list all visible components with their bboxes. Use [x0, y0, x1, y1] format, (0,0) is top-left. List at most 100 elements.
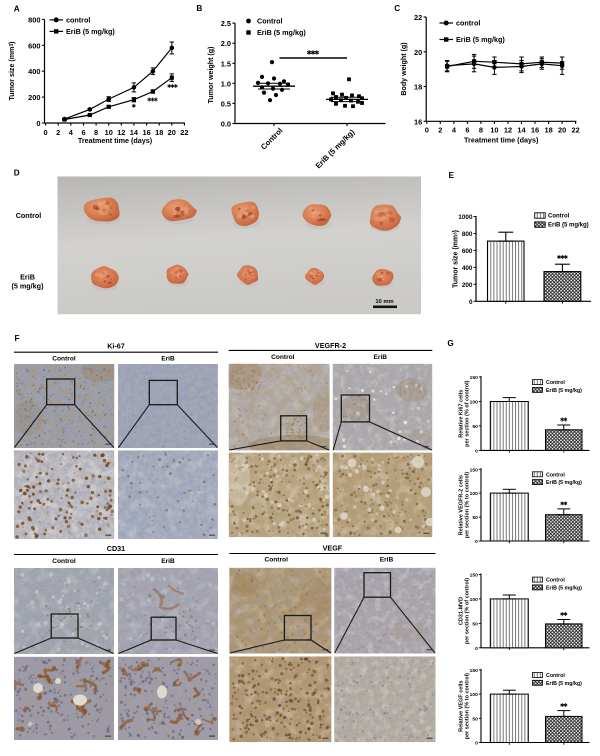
- svg-text:12: 12: [504, 126, 512, 135]
- svg-text:50: 50: [472, 424, 478, 430]
- svg-text:Treatment time (days): Treatment time (days): [78, 136, 153, 145]
- svg-text:Control: Control: [546, 673, 565, 679]
- svg-text:600: 600: [462, 248, 473, 255]
- svg-text:CD31: CD31: [107, 544, 125, 553]
- svg-text:4: 4: [69, 128, 74, 137]
- svg-text:2.5: 2.5: [221, 19, 231, 28]
- svg-text:G: G: [447, 339, 453, 348]
- svg-text:EriB (5 mg/kg): EriB (5 mg/kg): [546, 480, 582, 486]
- svg-text:150: 150: [470, 375, 478, 381]
- svg-text:14: 14: [517, 126, 526, 135]
- svg-text:100: 100: [470, 597, 478, 603]
- svg-text:Relative Ki67 cells: Relative Ki67 cells: [459, 390, 465, 438]
- svg-text:EriB (5 mg/kg): EriB (5 mg/kg): [456, 35, 505, 44]
- svg-text:400: 400: [462, 265, 473, 272]
- svg-text:1000: 1000: [458, 214, 473, 221]
- svg-text:EriB: EriB: [161, 356, 175, 363]
- svg-text:800: 800: [28, 15, 40, 24]
- svg-text:per section (% of control): per section (% of control): [465, 578, 471, 644]
- svg-text:Ki-67: Ki-67: [107, 342, 125, 351]
- svg-text:EriB (5 mg/kg): EriB (5 mg/kg): [548, 223, 589, 229]
- svg-text:EriB (5 mg/kg): EriB (5 mg/kg): [546, 585, 582, 591]
- svg-text:150: 150: [470, 668, 478, 674]
- svg-text:10 mm: 10 mm: [375, 299, 393, 305]
- svg-text:VEGFR-2: VEGFR-2: [315, 341, 346, 350]
- svg-text:Control: Control: [546, 472, 565, 478]
- svg-text:VEGF: VEGF: [323, 544, 343, 553]
- svg-text:600: 600: [28, 41, 40, 50]
- svg-text:0: 0: [475, 449, 478, 455]
- svg-text:EriB: EriB: [161, 558, 175, 565]
- svg-text:800: 800: [462, 231, 473, 238]
- svg-text:E: E: [448, 171, 454, 180]
- svg-text:22: 22: [414, 13, 422, 22]
- svg-text:EriB (5 mg/kg): EriB (5 mg/kg): [546, 388, 582, 394]
- svg-text:6: 6: [465, 126, 469, 135]
- svg-text:(5 mg/kg): (5 mg/kg): [12, 282, 45, 291]
- svg-text:EriB (5 mg/kg): EriB (5 mg/kg): [546, 681, 582, 687]
- svg-text:400: 400: [28, 67, 40, 76]
- svg-text:200: 200: [462, 282, 473, 289]
- svg-text:50: 50: [472, 515, 478, 521]
- svg-text:12: 12: [117, 128, 125, 137]
- svg-text:16: 16: [142, 128, 150, 137]
- svg-text:150: 150: [470, 467, 478, 473]
- svg-text:2.0: 2.0: [221, 39, 231, 48]
- svg-text:Control: Control: [271, 354, 295, 361]
- svg-text:Body weight (g): Body weight (g): [400, 42, 408, 96]
- svg-text:Control: Control: [546, 578, 565, 584]
- svg-text:Relative VEGF cells: Relative VEGF cells: [459, 681, 465, 732]
- svg-text:1.0: 1.0: [221, 79, 231, 88]
- svg-text:0: 0: [425, 126, 429, 135]
- svg-text:6: 6: [81, 128, 85, 137]
- svg-text:Control: Control: [264, 557, 288, 564]
- svg-text:EriB: EriB: [20, 273, 35, 282]
- svg-text:0: 0: [469, 299, 473, 306]
- svg-text:10: 10: [105, 128, 113, 137]
- svg-text:Control: Control: [546, 380, 565, 386]
- svg-text:EriB (5 mg/kg): EriB (5 mg/kg): [66, 27, 115, 36]
- svg-text:0.5: 0.5: [221, 99, 231, 108]
- svg-text:EriB (5 mg/kg): EriB (5 mg/kg): [257, 28, 306, 37]
- svg-text:150: 150: [470, 573, 478, 579]
- svg-text:Tumor weight (g): Tumor weight (g): [207, 46, 215, 104]
- svg-text:control: control: [66, 16, 90, 25]
- svg-text:2: 2: [56, 128, 60, 137]
- svg-text:per section (% of control): per section (% of control): [465, 380, 471, 446]
- svg-text:Relative VEGFR-2 cells: Relative VEGFR-2 cells: [459, 475, 465, 535]
- svg-text:B: B: [196, 4, 202, 13]
- svg-text:0: 0: [475, 539, 478, 545]
- svg-text:Control: Control: [257, 17, 283, 26]
- svg-text:control: control: [456, 19, 480, 28]
- svg-text:18: 18: [544, 126, 552, 135]
- svg-text:22: 22: [571, 126, 579, 135]
- svg-text:Tumor size (mm3): Tumor size (mm3): [8, 41, 16, 101]
- svg-text:100: 100: [470, 400, 478, 406]
- svg-text:Control: Control: [548, 214, 570, 220]
- svg-text:100: 100: [470, 692, 478, 698]
- svg-text:F: F: [14, 334, 19, 343]
- svg-text:22: 22: [180, 128, 188, 137]
- svg-text:A: A: [14, 5, 20, 14]
- svg-text:0: 0: [475, 741, 478, 747]
- svg-text:14: 14: [130, 128, 139, 137]
- svg-text:4: 4: [452, 126, 457, 135]
- svg-text:18: 18: [414, 83, 422, 92]
- svg-text:16: 16: [531, 126, 539, 135]
- svg-text:EriB: EriB: [380, 557, 394, 564]
- svg-text:D: D: [14, 169, 20, 178]
- svg-text:Control: Control: [52, 558, 76, 565]
- svg-text:0.0: 0.0: [221, 120, 231, 129]
- svg-text:0: 0: [36, 119, 40, 128]
- svg-text:50: 50: [472, 716, 478, 722]
- svg-text:200: 200: [28, 93, 40, 102]
- svg-text:Control: Control: [16, 211, 42, 220]
- svg-text:Control: Control: [52, 356, 76, 363]
- svg-text:CD31-MVD: CD31-MVD: [459, 597, 465, 625]
- svg-text:50: 50: [472, 622, 478, 628]
- svg-text:8: 8: [94, 128, 98, 137]
- svg-text:20: 20: [558, 126, 566, 135]
- svg-text:per section (% to control): per section (% to control): [465, 673, 471, 739]
- svg-text:EriB: EriB: [374, 354, 388, 361]
- svg-text:8: 8: [479, 126, 483, 135]
